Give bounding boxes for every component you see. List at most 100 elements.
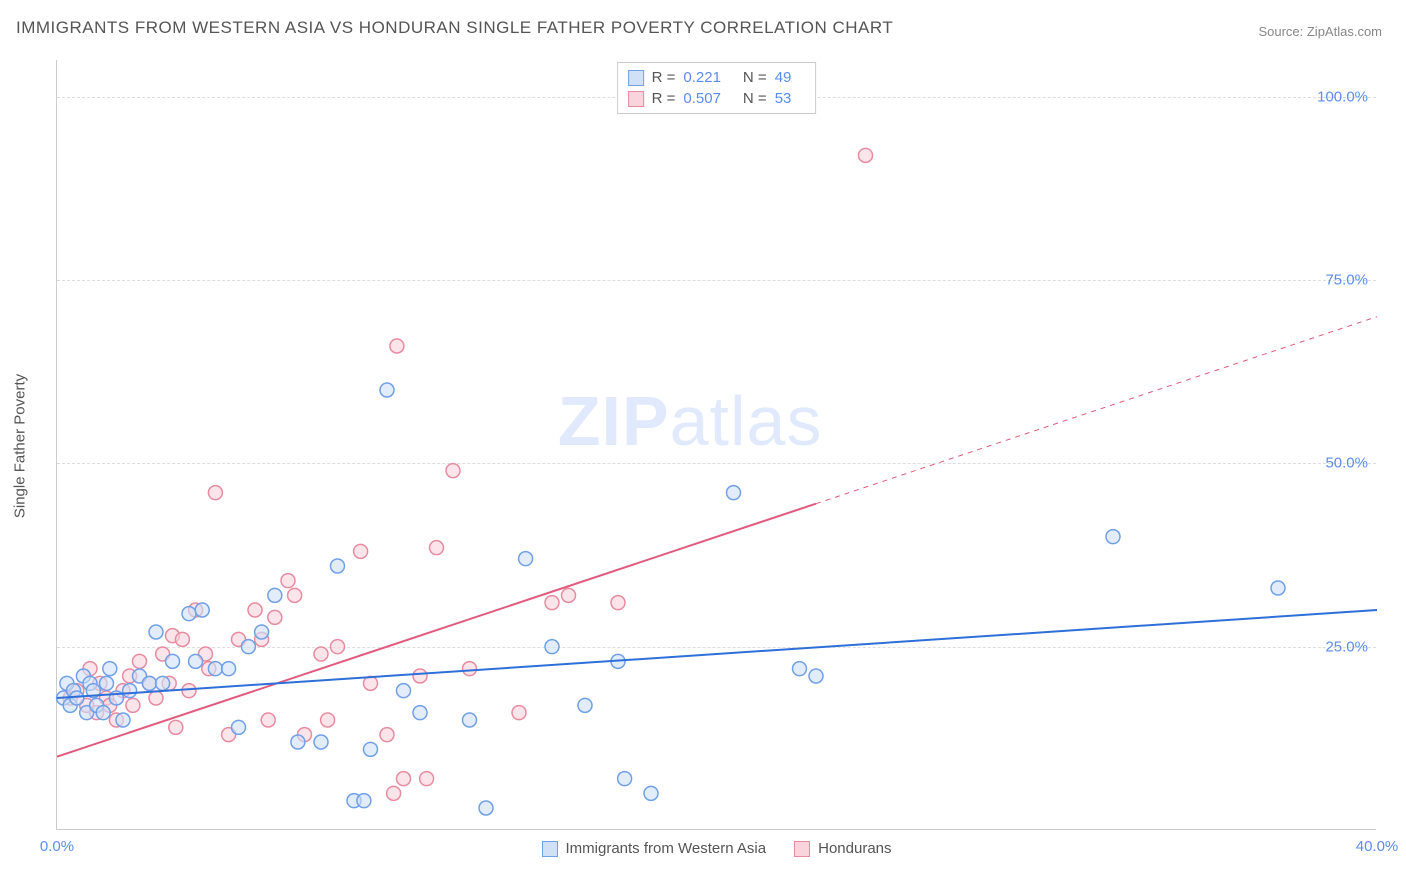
data-point <box>618 772 632 786</box>
y-tick-label: 50.0% <box>1325 455 1368 472</box>
chart-title: IMMIGRANTS FROM WESTERN ASIA VS HONDURAN… <box>16 18 893 38</box>
data-point <box>96 706 110 720</box>
data-point <box>859 148 873 162</box>
data-point <box>512 706 526 720</box>
data-point <box>463 713 477 727</box>
data-point <box>463 662 477 676</box>
data-point <box>261 713 275 727</box>
data-point <box>446 464 460 478</box>
data-point <box>222 662 236 676</box>
data-point <box>364 676 378 690</box>
data-point <box>727 486 741 500</box>
data-point <box>182 607 196 621</box>
data-point <box>397 772 411 786</box>
data-point <box>387 786 401 800</box>
data-point <box>166 654 180 668</box>
series-legend-item: Hondurans <box>794 840 891 857</box>
data-point <box>611 596 625 610</box>
data-point <box>232 720 246 734</box>
stats-legend-row: R = 0.507 N = 53 <box>628 88 806 109</box>
x-tick-label: 40.0% <box>1356 838 1399 855</box>
data-point <box>291 735 305 749</box>
data-point <box>175 632 189 646</box>
r-label: R = <box>652 69 676 86</box>
legend-swatch <box>541 841 557 857</box>
series-legend: Immigrants from Western Asia Hondurans <box>541 840 891 857</box>
data-point <box>562 588 576 602</box>
plot-area: ZIPatlas R =0.221N =49R =0.507N =53 Immi… <box>56 60 1376 830</box>
data-point <box>331 640 345 654</box>
data-point <box>1271 581 1285 595</box>
stats-legend: R = 0.221 N = 49 R = 0.507 N = 53 <box>617 62 817 114</box>
data-point <box>208 486 222 500</box>
data-point <box>142 676 156 690</box>
data-point <box>156 676 170 690</box>
data-point <box>354 544 368 558</box>
data-point <box>314 735 328 749</box>
y-tick-label: 75.0% <box>1325 272 1368 289</box>
r-value: 0.221 <box>683 69 721 86</box>
legend-swatch <box>628 70 644 86</box>
series-legend-item: Immigrants from Western Asia <box>541 840 766 857</box>
data-point <box>255 625 269 639</box>
data-point <box>420 772 434 786</box>
data-point <box>268 610 282 624</box>
data-point <box>321 713 335 727</box>
data-point <box>390 339 404 353</box>
legend-swatch <box>628 91 644 107</box>
n-value: 49 <box>775 69 792 86</box>
stats-legend-row: R = 0.221 N = 49 <box>628 67 806 88</box>
y-tick-label: 100.0% <box>1317 88 1368 105</box>
data-point <box>809 669 823 683</box>
regression-line-extrapolated <box>816 317 1377 504</box>
data-point <box>380 728 394 742</box>
regression-line <box>57 610 1377 698</box>
data-point <box>100 676 114 690</box>
data-point <box>116 713 130 727</box>
data-point <box>248 603 262 617</box>
data-point <box>149 691 163 705</box>
r-value: 0.507 <box>683 90 721 107</box>
data-point <box>189 654 203 668</box>
data-point <box>241 640 255 654</box>
data-point <box>103 662 117 676</box>
data-point <box>519 552 533 566</box>
data-point <box>644 786 658 800</box>
series-label: Hondurans <box>818 840 891 857</box>
data-point <box>545 640 559 654</box>
y-tick-label: 25.0% <box>1325 638 1368 655</box>
data-point <box>331 559 345 573</box>
data-point <box>314 647 328 661</box>
data-point <box>123 684 137 698</box>
data-point <box>1106 530 1120 544</box>
data-point <box>126 698 140 712</box>
data-point <box>149 625 163 639</box>
data-point <box>364 742 378 756</box>
data-point <box>397 684 411 698</box>
y-axis-label: Single Father Poverty <box>12 374 29 518</box>
source-attribution: Source: ZipAtlas.com <box>1258 24 1382 39</box>
n-label: N = <box>743 90 767 107</box>
data-point <box>578 698 592 712</box>
data-point <box>413 706 427 720</box>
data-point <box>430 541 444 555</box>
data-point <box>182 684 196 698</box>
data-point <box>380 383 394 397</box>
data-point <box>413 669 427 683</box>
data-point <box>357 794 371 808</box>
n-value: 53 <box>775 90 792 107</box>
scatter-plot-svg <box>57 60 1376 829</box>
data-point <box>479 801 493 815</box>
legend-swatch <box>794 841 810 857</box>
chart-container: IMMIGRANTS FROM WESTERN ASIA VS HONDURAN… <box>0 0 1406 892</box>
data-point <box>268 588 282 602</box>
data-point <box>281 574 295 588</box>
data-point <box>169 720 183 734</box>
r-label: R = <box>652 90 676 107</box>
data-point <box>288 588 302 602</box>
data-point <box>793 662 807 676</box>
series-label: Immigrants from Western Asia <box>565 840 766 857</box>
x-tick-label: 0.0% <box>40 838 74 855</box>
n-label: N = <box>743 69 767 86</box>
data-point <box>545 596 559 610</box>
